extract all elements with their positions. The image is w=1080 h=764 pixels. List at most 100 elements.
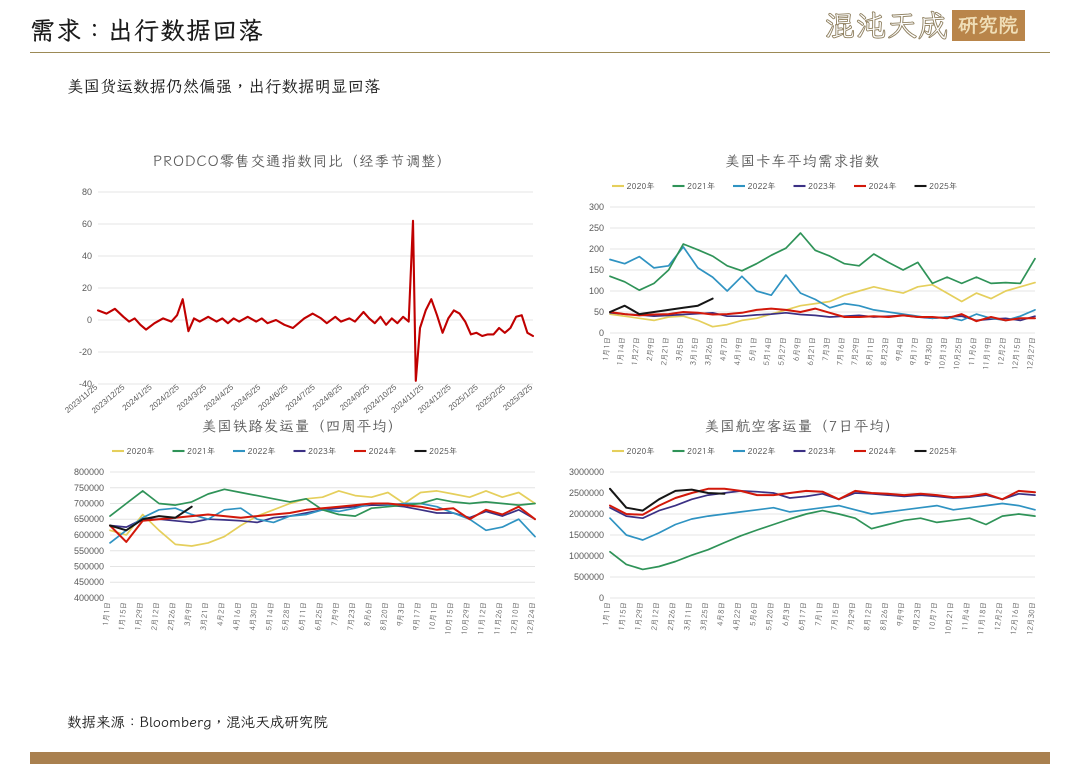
svg-text:4月2日: 4月2日 (215, 601, 227, 626)
svg-text:9月17日: 9月17日 (411, 601, 423, 631)
svg-text:7月1日: 7月1日 (813, 601, 825, 626)
svg-text:5月28日: 5月28日 (280, 601, 292, 631)
svg-text:8月11日: 8月11日 (864, 336, 876, 366)
svg-text:9月17日: 9月17日 (908, 336, 920, 366)
svg-text:7月29日: 7月29日 (846, 601, 858, 631)
svg-text:2021年: 2021年 (187, 446, 215, 457)
svg-text:550000: 550000 (74, 546, 104, 556)
svg-text:11月19日: 11月19日 (981, 336, 994, 370)
svg-text:450000: 450000 (74, 577, 104, 587)
svg-text:4月22日: 4月22日 (731, 601, 743, 631)
svg-text:2022年: 2022年 (248, 446, 276, 457)
svg-text:10月25日: 10月25日 (952, 336, 965, 370)
svg-text:1月29日: 1月29日 (633, 601, 645, 631)
svg-text:12月15日: 12月15日 (1010, 336, 1023, 370)
svg-text:2020年: 2020年 (127, 446, 155, 457)
svg-text:2024年: 2024年 (869, 446, 897, 457)
svg-text:100: 100 (589, 286, 604, 296)
svg-text:2月26日: 2月26日 (666, 601, 678, 631)
svg-text:8月20日: 8月20日 (378, 601, 390, 631)
svg-text:5月20日: 5月20日 (764, 601, 776, 631)
svg-text:6月3日: 6月3日 (781, 601, 793, 626)
svg-text:2022年: 2022年 (748, 446, 776, 457)
svg-text:40: 40 (82, 251, 92, 261)
svg-text:9月9日: 9月9日 (895, 601, 907, 626)
svg-text:4月16日: 4月16日 (231, 601, 243, 631)
svg-text:12月27日: 12月27日 (1025, 336, 1038, 370)
svg-text:6月9日: 6月9日 (791, 336, 803, 361)
svg-text:50: 50 (594, 307, 604, 317)
svg-text:12月2日: 12月2日 (993, 601, 1005, 631)
svg-text:9月23日: 9月23日 (911, 601, 923, 631)
svg-text:700000: 700000 (74, 499, 104, 509)
svg-text:3000000: 3000000 (569, 467, 604, 477)
svg-text:1月15日: 1月15日 (617, 601, 629, 631)
svg-text:5月1日: 5月1日 (748, 336, 760, 361)
svg-text:1月1日: 1月1日 (101, 601, 113, 626)
svg-text:3月9日: 3月9日 (183, 601, 195, 626)
svg-text:7月16日: 7月16日 (835, 336, 847, 366)
svg-text:12月10日: 12月10日 (509, 601, 522, 635)
svg-text:4月8日: 4月8日 (715, 601, 727, 626)
svg-text:300: 300 (589, 202, 604, 212)
svg-text:9月30日: 9月30日 (923, 336, 935, 366)
svg-text:2023年: 2023年 (808, 446, 836, 457)
svg-text:3月11日: 3月11日 (682, 601, 694, 631)
svg-text:7月15日: 7月15日 (829, 601, 841, 631)
svg-text:800000: 800000 (74, 467, 104, 477)
svg-text:6月25日: 6月25日 (313, 601, 325, 631)
svg-text:3月26日: 3月26日 (703, 336, 715, 366)
svg-text:10月15日: 10月15日 (443, 601, 456, 635)
svg-text:20: 20 (82, 283, 92, 293)
svg-text:11月6日: 11月6日 (967, 336, 979, 366)
svg-text:600000: 600000 (74, 530, 104, 540)
svg-text:1000000: 1000000 (569, 551, 604, 561)
svg-text:10月1日: 10月1日 (427, 601, 439, 631)
svg-text:10月7日: 10月7日 (927, 601, 939, 631)
svg-text:4月19日: 4月19日 (732, 336, 744, 366)
svg-text:2022年: 2022年 (748, 181, 776, 192)
svg-text:12月2日: 12月2日 (996, 336, 1008, 366)
svg-text:1月14日: 1月14日 (615, 336, 627, 366)
svg-text:8月12日: 8月12日 (862, 601, 874, 631)
svg-text:10月21日: 10月21日 (943, 601, 956, 635)
svg-text:12月30日: 12月30日 (1025, 601, 1038, 635)
svg-text:1月15日: 1月15日 (117, 601, 129, 631)
svg-text:1月1日: 1月1日 (601, 336, 613, 361)
svg-text:4月30日: 4月30日 (248, 601, 260, 631)
svg-text:5月14日: 5月14日 (762, 336, 774, 366)
svg-text:5月27日: 5月27日 (776, 336, 788, 366)
svg-text:500000: 500000 (574, 572, 604, 582)
svg-text:0: 0 (87, 315, 92, 325)
svg-text:2021年: 2021年 (687, 446, 715, 457)
svg-text:3月25日: 3月25日 (699, 601, 711, 631)
svg-text:5月14日: 5月14日 (264, 601, 276, 631)
svg-text:500000: 500000 (74, 562, 104, 572)
svg-text:12月16日: 12月16日 (1009, 601, 1022, 635)
svg-text:9月4日: 9月4日 (894, 336, 906, 361)
svg-text:750000: 750000 (74, 483, 104, 493)
svg-text:2025/3/25: 2025/3/25 (501, 382, 534, 412)
svg-text:2021年: 2021年 (687, 181, 715, 192)
svg-text:6月11日: 6月11日 (297, 601, 309, 631)
svg-text:2020年: 2020年 (627, 446, 655, 457)
svg-text:2025年: 2025年 (429, 446, 457, 457)
svg-text:2023年: 2023年 (808, 181, 836, 192)
svg-text:2月26日: 2月26日 (166, 601, 178, 631)
svg-text:12月24日: 12月24日 (525, 601, 538, 635)
svg-text:2024年: 2024年 (369, 446, 397, 457)
svg-text:8月26日: 8月26日 (878, 601, 890, 631)
svg-text:3月21日: 3月21日 (199, 601, 211, 631)
svg-text:2025年: 2025年 (929, 181, 957, 192)
svg-text:3月15日: 3月15日 (688, 336, 700, 366)
svg-text:2023年: 2023年 (308, 446, 336, 457)
svg-text:5月6日: 5月6日 (748, 601, 760, 626)
svg-text:-20: -20 (79, 347, 92, 357)
svg-text:1月29日: 1月29日 (133, 601, 145, 631)
svg-text:1月27日: 1月27日 (630, 336, 642, 366)
svg-text:250: 250 (589, 223, 604, 233)
svg-text:3月5日: 3月5日 (674, 336, 686, 361)
svg-text:1500000: 1500000 (569, 530, 604, 540)
svg-text:7月9日: 7月9日 (330, 601, 342, 626)
svg-text:11月26日: 11月26日 (492, 601, 505, 635)
